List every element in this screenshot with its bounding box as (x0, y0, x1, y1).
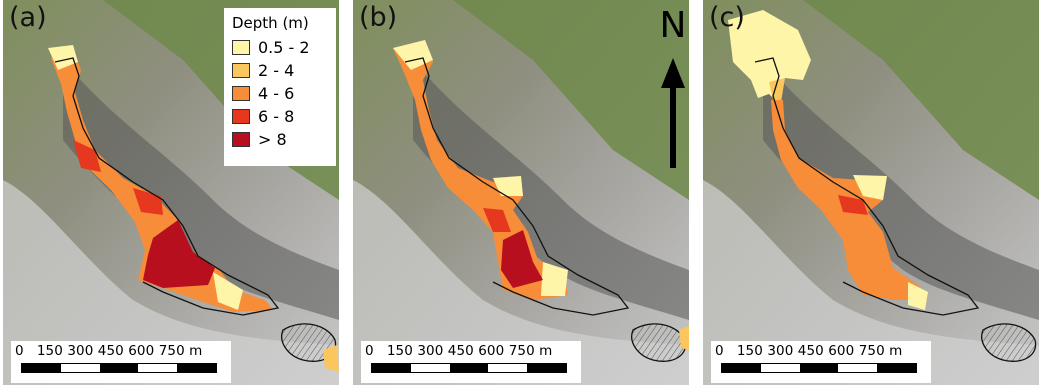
ridge-shadow (763, 60, 1039, 320)
scale-bar-graphic (721, 363, 917, 373)
flow-depth-zone (679, 326, 689, 350)
vegetation-area (453, 0, 689, 200)
north-arrow: N (653, 8, 689, 168)
flow-depth-zone (73, 140, 101, 172)
scale-bar-label: 0 150 300 450 600 750 m (15, 343, 203, 359)
flow-outline (54, 57, 280, 316)
vegetation-area (803, 0, 1039, 200)
flow-depth-zone (501, 230, 543, 288)
ridge-shadow (63, 60, 339, 320)
flow-outline (754, 57, 980, 316)
map-panel-b: (b) N 0 150 300 450 600 750 m (353, 0, 689, 385)
valley-floor (3, 180, 339, 385)
flow-depth-zone (853, 175, 887, 200)
flow-depth-zone (323, 345, 339, 372)
flow-depth-zone (48, 45, 78, 70)
valley-floor (353, 180, 689, 385)
scale-bar: 0 150 300 450 600 750 m (361, 341, 581, 383)
legend-item: 2 - 4 (232, 59, 328, 82)
scale-bar-graphic (371, 363, 567, 373)
flow-depth-zone (493, 176, 523, 196)
legend-swatch (232, 132, 250, 147)
legend-label: 6 - 8 (258, 107, 295, 126)
panel-label-b: (b) (359, 2, 398, 33)
flow-depth-zone (908, 282, 928, 310)
scale-bar-label: 0 150 300 450 600 750 m (365, 343, 553, 359)
hatched-area (981, 323, 1037, 362)
hatched-area (631, 323, 687, 362)
terrain-map-c (703, 0, 1039, 385)
panel-label-c: (c) (709, 2, 745, 33)
flow-outline (404, 57, 630, 316)
flow-depth-zone (143, 220, 215, 288)
legend-item: 4 - 6 (232, 82, 328, 105)
panel-label-a: (a) (9, 2, 47, 33)
legend-title: Depth (m) (232, 14, 309, 32)
flow-depth-zone (393, 40, 433, 70)
flow-depth-zone (728, 10, 811, 100)
legend-item: 6 - 8 (232, 105, 328, 128)
scale-bar: 0 150 300 450 600 750 m (11, 341, 231, 383)
legend-label: 4 - 6 (258, 84, 295, 103)
map-panel-a: (a) Depth (m) 0.5 - 2 2 - 4 4 - 6 6 - 8 … (3, 0, 339, 385)
depth-legend: Depth (m) 0.5 - 2 2 - 4 4 - 6 6 - 8 > 8 (224, 8, 336, 166)
legend-label: 0.5 - 2 (258, 38, 310, 57)
flow-depth-zone (213, 272, 243, 310)
flow-depth-zone (838, 195, 868, 215)
legend-swatch (232, 40, 250, 55)
legend-label: > 8 (258, 130, 287, 149)
legend-label: 2 - 4 (258, 61, 295, 80)
ridge-shadow (413, 60, 689, 320)
north-arrow-icon (661, 58, 685, 168)
flow-depth-zone (483, 208, 511, 232)
legend-swatch (232, 86, 250, 101)
scale-bar: 0 150 300 450 600 750 m (711, 341, 931, 383)
legend-item: > 8 (232, 128, 328, 151)
north-label: N (659, 5, 687, 46)
terrain-map-b (353, 0, 689, 385)
map-panel-c: (c) 0 150 300 450 600 750 m (703, 0, 1039, 385)
scale-bar-label: 0 150 300 450 600 750 m (715, 343, 903, 359)
legend-swatch (232, 109, 250, 124)
scale-bar-graphic (21, 363, 217, 373)
valley-floor (703, 180, 1039, 385)
legend-swatch (232, 63, 250, 78)
flow-depth-zone (541, 262, 568, 296)
legend-item: 0.5 - 2 (232, 36, 328, 59)
